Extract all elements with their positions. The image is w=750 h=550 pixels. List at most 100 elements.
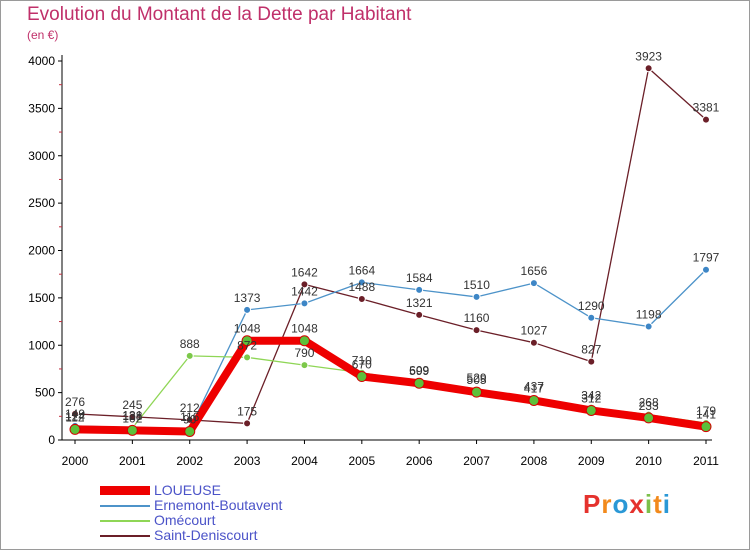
point-saint-deniscourt xyxy=(300,280,309,289)
legend-label: LOUEUSE xyxy=(154,482,221,498)
data-label-saint-deniscourt: 3923 xyxy=(635,49,662,63)
data-label-om-court: 437 xyxy=(524,380,544,394)
data-label-om-court: 609 xyxy=(409,363,429,377)
data-label-ernemont-boutavent: 1290 xyxy=(578,299,605,313)
legend-item-saint-deniscourt: Saint-Deniscourt xyxy=(100,527,360,543)
legend-label: Omécourt xyxy=(154,512,216,528)
data-label-saint-deniscourt: 1321 xyxy=(406,296,433,310)
point-saint-deniscourt xyxy=(472,326,481,335)
x-tick-label: 2002 xyxy=(176,454,203,468)
point-loueuse xyxy=(471,386,483,398)
point-ernemont-boutavent xyxy=(415,285,424,294)
y-tick-label: 1000 xyxy=(28,338,55,352)
data-label-loueuse: 90 xyxy=(183,412,197,426)
point-loueuse xyxy=(69,423,81,435)
y-tick-label: 2500 xyxy=(28,196,55,210)
data-label-loueuse: 1048 xyxy=(291,322,318,336)
x-tick-label: 2003 xyxy=(234,454,261,468)
data-label-ernemont-boutavent: 131 xyxy=(122,409,142,423)
point-ernemont-boutavent xyxy=(357,278,366,287)
data-label-saint-deniscourt: 1642 xyxy=(291,265,318,279)
x-tick-label: 2001 xyxy=(119,454,146,468)
data-label-loueuse: 1048 xyxy=(234,322,261,336)
data-label-loueuse: 312 xyxy=(581,391,601,405)
point-saint-deniscourt xyxy=(71,409,79,418)
x-tick-label: 2011 xyxy=(693,454,719,468)
data-label-loueuse: 599 xyxy=(409,364,429,378)
point-ernemont-boutavent xyxy=(587,313,596,322)
data-label-loueuse: 233 xyxy=(639,399,659,413)
chart-unit-label: (en €) xyxy=(27,28,59,42)
chart-title: Evolution du Montant de la Dette par Hab… xyxy=(27,4,412,25)
point-loueuse xyxy=(413,377,425,389)
data-label-loueuse: 505 xyxy=(467,373,487,387)
point-loueuse xyxy=(585,404,597,416)
data-label-ernemont-boutavent: 1373 xyxy=(234,291,261,305)
series-line-saint-deniscourt xyxy=(74,67,707,425)
data-label-om-court: 268 xyxy=(639,396,659,410)
legend-item-ernemont-boutavent: Ernemont-Boutavent xyxy=(100,497,360,513)
x-tick-label: 2007 xyxy=(463,454,490,468)
point-om-court xyxy=(185,351,194,360)
y-tick-label: 3500 xyxy=(28,101,55,115)
point-saint-deniscourt xyxy=(702,115,710,124)
data-label-ernemont-boutavent: 1198 xyxy=(636,307,662,321)
point-ernemont-boutavent xyxy=(472,292,481,301)
x-tick-label: 2000 xyxy=(62,454,89,468)
point-loueuse xyxy=(298,335,310,347)
y-tick-label: 3000 xyxy=(28,149,55,163)
point-saint-deniscourt xyxy=(243,419,252,428)
axes: 0 500 1000 1500 2000 2500 3000 3500 4000 2000 2001… xyxy=(28,54,719,468)
data-label-om-court: 342 xyxy=(581,389,601,403)
point-loueuse xyxy=(126,424,138,436)
point-om-court xyxy=(243,353,252,362)
point-loueuse xyxy=(356,371,368,383)
data-label-ernemont-boutavent: 1797 xyxy=(693,251,720,265)
x-tick-label: 2009 xyxy=(578,454,605,468)
data-label-saint-deniscourt: 1488 xyxy=(348,280,375,294)
point-saint-deniscourt xyxy=(128,412,137,421)
point-loueuse xyxy=(241,335,253,347)
data-label-ernemont-boutavent: 1664 xyxy=(348,263,375,277)
x-tick-label: 2005 xyxy=(348,454,375,468)
legend-swatch xyxy=(100,520,150,522)
legend-swatch xyxy=(100,486,150,495)
data-label-loueuse: 417 xyxy=(524,381,544,395)
point-ernemont-boutavent xyxy=(529,279,538,288)
point-loueuse xyxy=(700,421,712,433)
data-label-loueuse: 112 xyxy=(65,410,84,424)
point-ernemont-boutavent xyxy=(300,299,309,308)
data-label-om-court: 888 xyxy=(180,337,200,351)
series-line-om-court xyxy=(74,355,707,429)
legend-label: Saint-Deniscourt xyxy=(154,527,258,543)
point-saint-deniscourt xyxy=(644,64,653,73)
data-label-om-court: 790 xyxy=(294,346,314,360)
series-line-loueuse xyxy=(74,336,707,436)
legend-swatch xyxy=(100,505,150,507)
data-label-loueuse: 102 xyxy=(122,411,142,425)
data-label-om-court: 710 xyxy=(352,354,372,368)
x-tick-label: 2006 xyxy=(406,454,433,468)
x-tick-label: 2010 xyxy=(635,454,662,468)
data-label-om-court: 179 xyxy=(696,404,716,418)
data-label-om-court: 872 xyxy=(237,338,257,352)
data-label-saint-deniscourt: 1027 xyxy=(521,324,548,338)
data-label-saint-deniscourt: 175 xyxy=(237,404,257,418)
proxiti-logo: Proxiti xyxy=(583,489,671,519)
point-saint-deniscourt xyxy=(587,357,596,366)
x-tick-label: 2008 xyxy=(521,454,548,468)
point-ernemont-boutavent xyxy=(644,322,653,331)
legend-label: Ernemont-Boutavent xyxy=(154,497,283,513)
y-tick-label: 0 xyxy=(48,433,55,447)
data-label-ernemont-boutavent: 116 xyxy=(180,410,199,424)
point-saint-deniscourt xyxy=(529,338,538,347)
data-label-saint-deniscourt: 3381 xyxy=(693,101,720,115)
data-label-saint-deniscourt: 827 xyxy=(581,343,601,357)
data-labels: 276 245 212 175 1642 1488 1321 1160 1027 827 3923 3… xyxy=(65,49,720,426)
data-label-ernemont-boutavent: 149 xyxy=(65,407,85,421)
point-om-court xyxy=(300,361,309,370)
legend-item-om-court: Omécourt xyxy=(100,512,360,528)
data-label-ernemont-boutavent: 1510 xyxy=(463,278,490,292)
x-tick-label: 2004 xyxy=(291,454,318,468)
